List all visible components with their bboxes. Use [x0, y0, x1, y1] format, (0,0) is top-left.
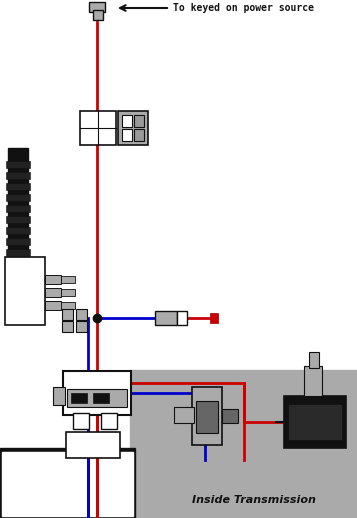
Bar [130, 370, 357, 518]
Bar [118, 111, 148, 145]
Bar [284, 396, 346, 448]
Bar [309, 352, 319, 368]
Bar [222, 409, 238, 423]
Bar [210, 313, 218, 323]
Bar [304, 366, 322, 396]
Bar [89, 2, 105, 12]
Bar [6, 227, 30, 234]
Bar [45, 288, 61, 297]
Bar [6, 205, 30, 212]
Bar [0, 448, 135, 518]
Bar [93, 10, 103, 20]
Bar [134, 115, 144, 127]
Bar [61, 302, 75, 309]
Bar [67, 389, 127, 407]
Bar [122, 115, 132, 127]
Bar [45, 301, 61, 310]
Bar [8, 148, 28, 258]
Bar [62, 321, 73, 332]
Bar [6, 172, 30, 179]
Bar [122, 129, 132, 141]
Bar [73, 413, 89, 429]
Bar [61, 289, 75, 296]
Bar [6, 249, 30, 256]
Bar [196, 401, 218, 433]
Bar [45, 275, 61, 284]
Bar [66, 432, 120, 458]
Bar [71, 393, 87, 403]
Bar [174, 407, 194, 423]
Bar [6, 194, 30, 201]
Bar [63, 371, 131, 415]
Text: To keyed on power source: To keyed on power source [173, 3, 314, 13]
Bar [62, 309, 73, 320]
Bar [177, 311, 187, 325]
Bar [53, 387, 65, 405]
Bar [6, 161, 30, 168]
Bar [101, 413, 117, 429]
Bar [5, 257, 45, 325]
Bar [80, 111, 116, 145]
Bar [6, 238, 30, 245]
Bar [134, 129, 144, 141]
Text: Inside Transmission: Inside Transmission [192, 495, 316, 505]
Bar [61, 276, 75, 283]
Bar [288, 404, 342, 440]
Bar [6, 183, 30, 190]
Bar [192, 387, 222, 445]
Bar [76, 309, 87, 320]
Bar [93, 393, 109, 403]
Bar [2, 452, 133, 516]
Bar [76, 321, 87, 332]
Bar [6, 216, 30, 223]
Bar [155, 311, 177, 325]
